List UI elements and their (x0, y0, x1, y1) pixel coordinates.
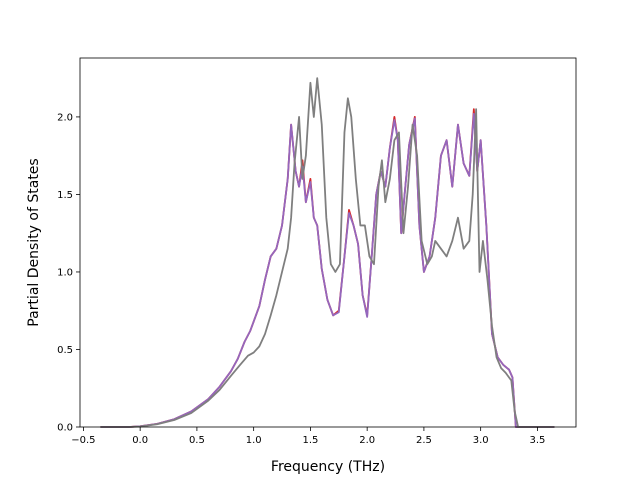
x-tick-label: −0.5 (71, 435, 95, 446)
x-tick-label: 3.5 (529, 435, 545, 446)
y-tick-label: 0.0 (57, 423, 73, 434)
y-tick-label: 2.0 (57, 112, 73, 123)
x-tick-label: 2.5 (416, 435, 432, 446)
y-axis-label: Partial Density of States (26, 158, 42, 326)
x-tick-label: 3.0 (473, 435, 489, 446)
y-tick-label: 1.0 (57, 267, 73, 278)
series-line-3 (100, 77, 555, 428)
y-tick-label: 1.5 (57, 190, 73, 201)
x-tick-label: 1.0 (246, 435, 262, 446)
x-axis-ticks: −0.5 0.0 0.5 1.0 1.5 2.0 2.5 3.0 3.5 (71, 427, 545, 446)
series-line-2 (100, 112, 555, 428)
y-axis-ticks: 0.0 0.5 1.0 1.5 2.0 (57, 112, 80, 434)
x-tick-label: 2.0 (359, 435, 375, 446)
y-tick-label: 0.5 (57, 345, 73, 356)
series-layer (100, 77, 555, 428)
x-tick-label: 0.0 (132, 435, 148, 446)
x-tick-label: 0.5 (189, 435, 205, 446)
plot-frame (79, 57, 577, 428)
x-axis-label: Frequency (THz) (271, 459, 385, 475)
x-tick-label: 1.5 (302, 435, 318, 446)
